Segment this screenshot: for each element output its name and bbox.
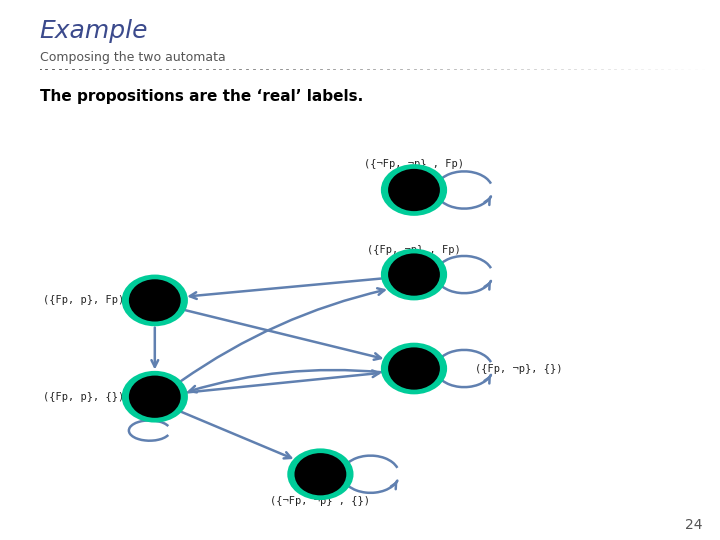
Ellipse shape: [129, 376, 181, 418]
Ellipse shape: [381, 343, 447, 394]
Text: The propositions are the ‘real’ labels.: The propositions are the ‘real’ labels.: [40, 89, 363, 104]
Text: Example: Example: [40, 19, 148, 43]
Text: ({Fp, ¬p} , Fp): ({Fp, ¬p} , Fp): [367, 245, 461, 255]
Ellipse shape: [381, 164, 447, 216]
Text: ({Fp, p}, {}): ({Fp, p}, {}): [43, 392, 125, 402]
Ellipse shape: [122, 274, 188, 326]
Ellipse shape: [129, 279, 181, 321]
Ellipse shape: [287, 448, 354, 500]
Text: ({Fp, p}, Fp): ({Fp, p}, Fp): [43, 295, 125, 306]
Ellipse shape: [294, 453, 346, 495]
Ellipse shape: [388, 253, 440, 296]
Ellipse shape: [388, 169, 440, 211]
Ellipse shape: [388, 347, 440, 390]
Text: ({Fp, ¬p}, {}): ({Fp, ¬p}, {}): [475, 363, 563, 374]
Text: 24: 24: [685, 517, 702, 531]
Text: ({¬Fp, ¬p} , Fp): ({¬Fp, ¬p} , Fp): [364, 159, 464, 169]
Text: Composing the two automata: Composing the two automata: [40, 51, 225, 64]
Text: ({¬Fp, ¬p} , {}): ({¬Fp, ¬p} , {}): [271, 496, 370, 507]
Ellipse shape: [381, 249, 447, 300]
Ellipse shape: [122, 371, 188, 422]
